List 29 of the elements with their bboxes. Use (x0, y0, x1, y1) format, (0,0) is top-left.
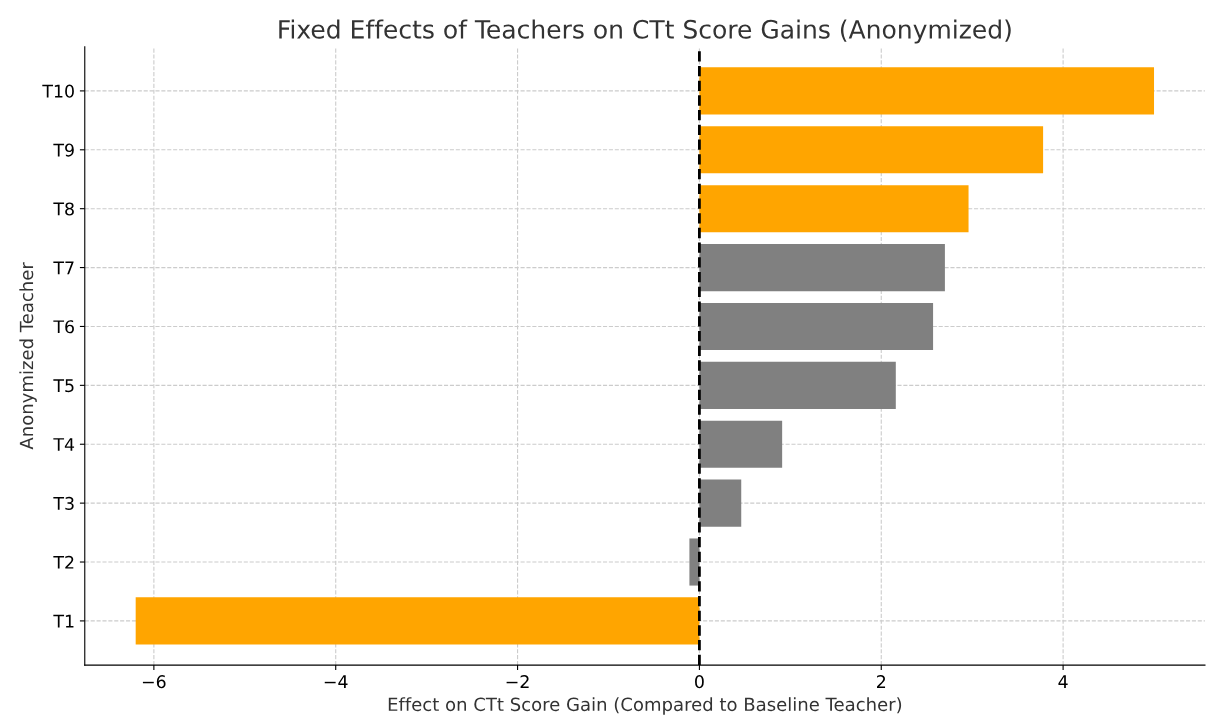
y-tick-label: T1 (53, 614, 74, 628)
chart-title: Fixed Effects of Teachers on CTt Score Gains (Anonymized) (279, 19, 1011, 44)
y-tick-label: T10 (42, 84, 74, 98)
y-tick-label: T3 (53, 496, 74, 510)
bar (699, 302, 934, 351)
bar (699, 185, 969, 233)
bar (699, 244, 945, 292)
bar (699, 479, 742, 527)
bar (699, 420, 783, 468)
y-tick-label: T9 (53, 143, 74, 157)
y-tick-label: T7 (53, 261, 74, 275)
x-axis-title: Effect on CTt Score Gain (Compared to Baseline Teacher) (388, 697, 902, 715)
y-tick-label: T2 (53, 555, 74, 569)
y-axis-title: Anonymized Teacher (19, 262, 37, 450)
y-tick-label: T4 (53, 438, 75, 451)
y-tick-label: T5 (53, 379, 74, 393)
y-tick-label: T8 (53, 202, 74, 216)
bar (135, 597, 700, 645)
x-tick-label: −4 (324, 675, 348, 688)
x-tick-label: 4 (1058, 675, 1068, 688)
bar (699, 126, 1044, 174)
bar (689, 538, 700, 586)
x-tick-label: −2 (506, 675, 529, 688)
x-tick-label: 0 (695, 675, 704, 689)
x-tick-label: 2 (877, 675, 886, 688)
y-tick-label: T6 (53, 320, 74, 334)
bar (699, 361, 896, 409)
bar (699, 67, 1155, 115)
x-tick-label: −6 (142, 675, 166, 689)
